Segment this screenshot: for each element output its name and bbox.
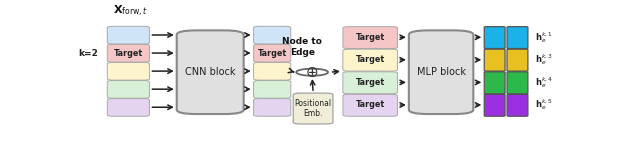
Text: k=2: k=2 [79,49,99,57]
Text: $\mathbf{h}_e^{k,1}$: $\mathbf{h}_e^{k,1}$ [535,30,552,45]
Text: $\mathbf{h}_e^{k,4}$: $\mathbf{h}_e^{k,4}$ [535,75,553,90]
Text: Positional
Emb.: Positional Emb. [294,99,332,118]
Text: $\oplus$: $\oplus$ [305,65,319,80]
FancyBboxPatch shape [343,72,397,94]
FancyBboxPatch shape [484,49,505,71]
FancyBboxPatch shape [253,26,291,44]
Text: Node to
Edge: Node to Edge [282,37,322,57]
FancyBboxPatch shape [507,94,528,116]
FancyBboxPatch shape [253,99,291,116]
FancyBboxPatch shape [507,27,528,48]
FancyBboxPatch shape [409,30,474,114]
FancyBboxPatch shape [293,93,333,124]
Text: Target: Target [356,78,385,87]
Text: Target: Target [114,49,143,57]
FancyBboxPatch shape [343,94,397,116]
Text: Target: Target [356,33,385,42]
Text: Target: Target [356,101,385,110]
FancyBboxPatch shape [253,62,291,80]
Text: MLP block: MLP block [417,67,465,77]
Text: $\mathbf{h}_e^{k,3}$: $\mathbf{h}_e^{k,3}$ [535,52,552,67]
FancyBboxPatch shape [108,44,150,62]
FancyBboxPatch shape [253,44,291,62]
Text: CNN block: CNN block [185,67,236,77]
Circle shape [296,69,328,76]
FancyBboxPatch shape [484,94,505,116]
FancyBboxPatch shape [253,81,291,98]
Text: Target: Target [258,49,287,57]
Text: $\mathbf{h}_e^{k,5}$: $\mathbf{h}_e^{k,5}$ [535,98,552,112]
FancyBboxPatch shape [507,49,528,71]
Text: $\mathbf{X}_{\mathrm{forw},t}$: $\mathbf{X}_{\mathrm{forw},t}$ [113,4,148,19]
FancyBboxPatch shape [108,81,150,98]
FancyBboxPatch shape [507,72,528,94]
FancyBboxPatch shape [108,99,150,116]
FancyBboxPatch shape [343,27,397,48]
FancyBboxPatch shape [484,72,505,94]
FancyBboxPatch shape [177,30,244,114]
FancyBboxPatch shape [484,27,505,48]
FancyBboxPatch shape [108,62,150,80]
FancyBboxPatch shape [108,26,150,44]
FancyBboxPatch shape [343,49,397,71]
Text: Target: Target [356,55,385,64]
